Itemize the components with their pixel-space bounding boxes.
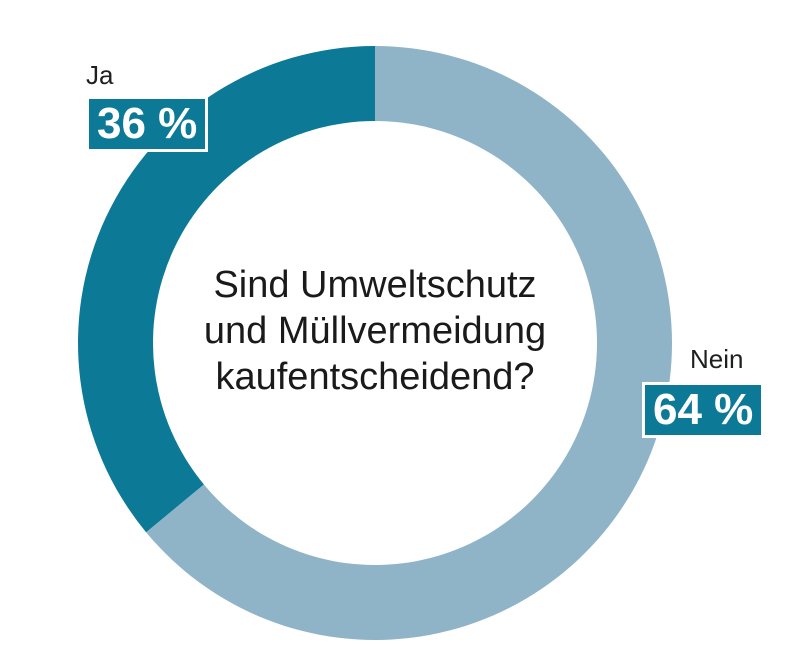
slice-label-ja: Ja — [86, 60, 114, 90]
donut-slice-nein — [146, 46, 672, 641]
chart-title-line-3: kaufentscheidend? — [215, 356, 535, 398]
data-label-ja: 36 % — [86, 96, 209, 152]
donut-slice-ja — [77, 46, 375, 533]
chart-title-line-1: Sind Umweltschutz — [213, 264, 537, 306]
data-label-nein: 64 % — [642, 382, 765, 438]
slice-label-nein: Nein — [690, 344, 744, 374]
chart-title: Sind Umweltschutz und Müllvermeidung kau… — [170, 262, 580, 400]
chart-title-line-2: und Müllvermeidung — [203, 310, 547, 352]
